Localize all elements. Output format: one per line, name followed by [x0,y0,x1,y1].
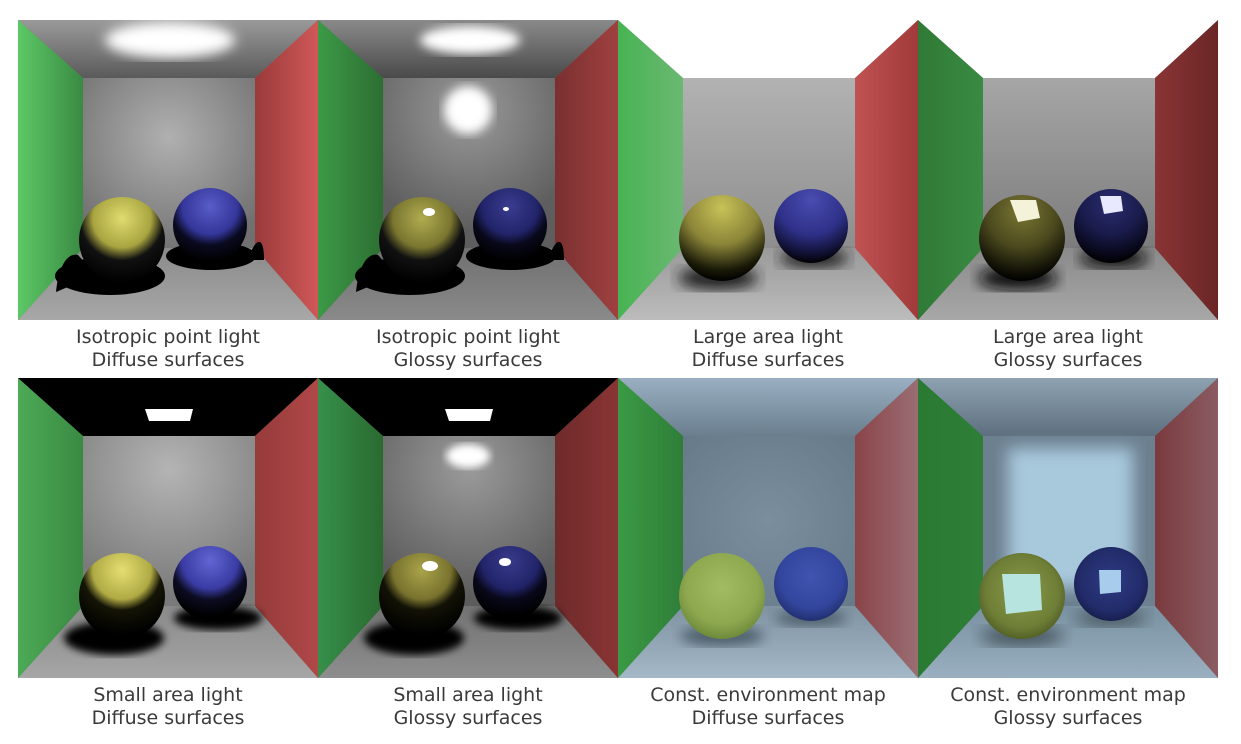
caption-surface: Diffuse surfaces [91,707,245,729]
caption-light: Large area light [692,326,843,348]
caption-surface: Diffuse surfaces [691,349,845,371]
cornell-box-render [318,20,618,320]
cornell-box-render [618,378,918,678]
light-glow [105,22,235,58]
blue-sphere [774,189,848,263]
yellow-sphere [79,197,165,283]
caption-surface: Glossy surfaces [393,349,543,371]
panel-caption: Const. environment map Glossy surfaces [918,684,1218,730]
caption-light: Small area light [393,684,543,706]
blue-sphere [173,188,247,262]
yellow-sphere [379,553,465,639]
render-panel-environment-glossy [918,378,1218,678]
light-reflection [444,86,492,134]
render-panel-environment-diffuse [618,378,918,678]
cornell-box-render [618,20,918,320]
cornell-box-render [18,20,318,320]
panel-caption: Large area light Diffuse surfaces [618,326,918,372]
area-light [145,409,193,421]
caption-surface: Glossy surfaces [993,707,1143,729]
cornell-box-render [918,20,1218,320]
render-panel-large-area-glossy [918,20,1218,320]
blue-sphere [473,188,547,262]
render-panel-point-diffuse [18,20,318,320]
blue-sphere [173,546,247,620]
render-panel-point-glossy [318,20,618,320]
render-panel-large-area-diffuse [618,20,918,320]
caption-light: Const. environment map [950,684,1186,706]
caption-surface: Diffuse surfaces [691,707,845,729]
blue-sphere [774,547,848,621]
yellow-sphere [979,195,1065,281]
panel-caption: Isotropic point light Glossy surfaces [318,326,618,372]
caption-light: Large area light [992,326,1143,348]
caption-light: Isotropic point light [75,326,261,348]
caption-surface: Glossy surfaces [993,349,1143,371]
light-reflection [446,444,490,468]
panel-caption: Small area light Glossy surfaces [318,684,618,730]
panel-caption: Large area light Glossy surfaces [918,326,1218,372]
caption-light: Small area light [93,684,243,706]
render-panel-small-area-diffuse [18,378,318,678]
yellow-sphere [679,553,765,639]
cornell-box-render [918,378,1218,678]
blue-sphere [1074,189,1148,263]
caption-light: Isotropic point light [375,326,561,348]
cornell-box-render [318,378,618,678]
area-light [445,409,493,421]
caption-light: Const. environment map [650,684,886,706]
panel-caption: Const. environment map Diffuse surfaces [618,684,918,730]
panel-caption: Isotropic point light Diffuse surfaces [18,326,318,372]
yellow-sphere [79,553,165,639]
yellow-sphere [679,195,765,281]
panel-caption: Small area light Diffuse surfaces [18,684,318,730]
blue-sphere [473,546,547,620]
yellow-sphere [379,197,465,283]
caption-surface: Glossy surfaces [393,707,543,729]
render-panel-small-area-glossy [318,378,618,678]
cornell-box-render [18,378,318,678]
caption-surface: Diffuse surfaces [91,349,245,371]
